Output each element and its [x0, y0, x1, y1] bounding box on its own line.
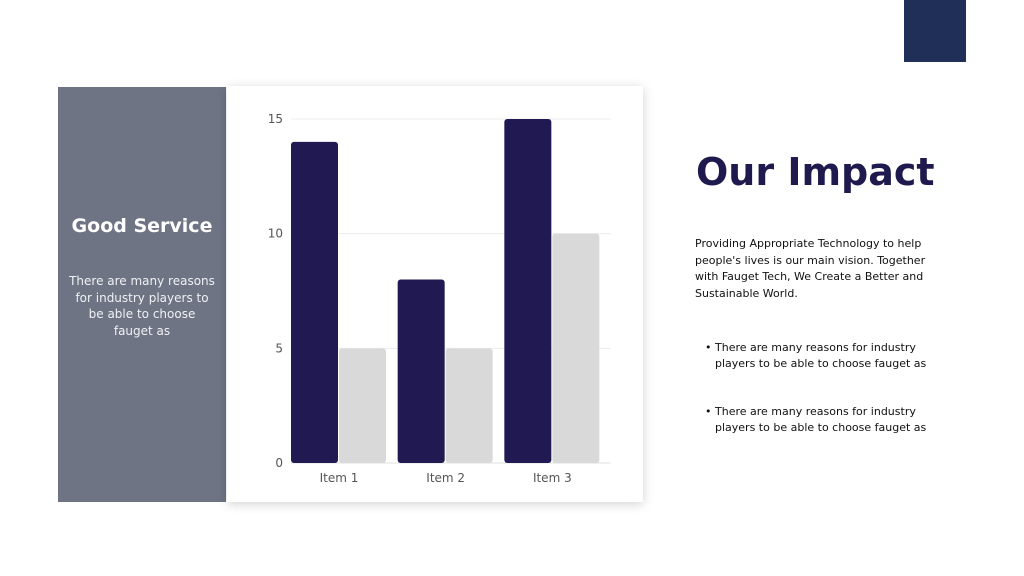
bar [291, 141, 338, 463]
x-tick-label: Item 1 [320, 471, 359, 485]
y-tick-label: 0 [275, 456, 283, 470]
bar [445, 348, 493, 463]
accent-square [904, 0, 966, 62]
bar [397, 279, 445, 463]
bar [504, 119, 552, 463]
bar-chart: 0 5 10 15 Item 1 Item 2 Item 3 [268, 112, 611, 485]
side-panel-text: There are many reasons for industry play… [69, 274, 215, 338]
y-tick-label: 5 [275, 341, 283, 355]
bar [552, 233, 600, 463]
chart-card: 0 5 10 15 Item 1 Item 2 Item 3 [227, 86, 643, 502]
y-tick-label: 10 [268, 227, 283, 241]
x-tick-label: Item 2 [426, 471, 465, 485]
bar [339, 348, 386, 463]
y-tick-label: 15 [268, 112, 283, 126]
description-text: Providing Appropriate Technology to help… [695, 237, 926, 300]
x-tick-label: Item 3 [533, 471, 572, 485]
bullet-list: There are many reasons for industry play… [705, 340, 955, 468]
page-heading: Our Impact [696, 150, 935, 194]
side-panel-title: Good Service [71, 215, 213, 237]
bullet-item: There are many reasons for industry play… [705, 340, 955, 372]
bullet-item: There are many reasons for industry play… [705, 404, 955, 436]
side-panel: Good Service There are many reasons for … [58, 87, 226, 502]
